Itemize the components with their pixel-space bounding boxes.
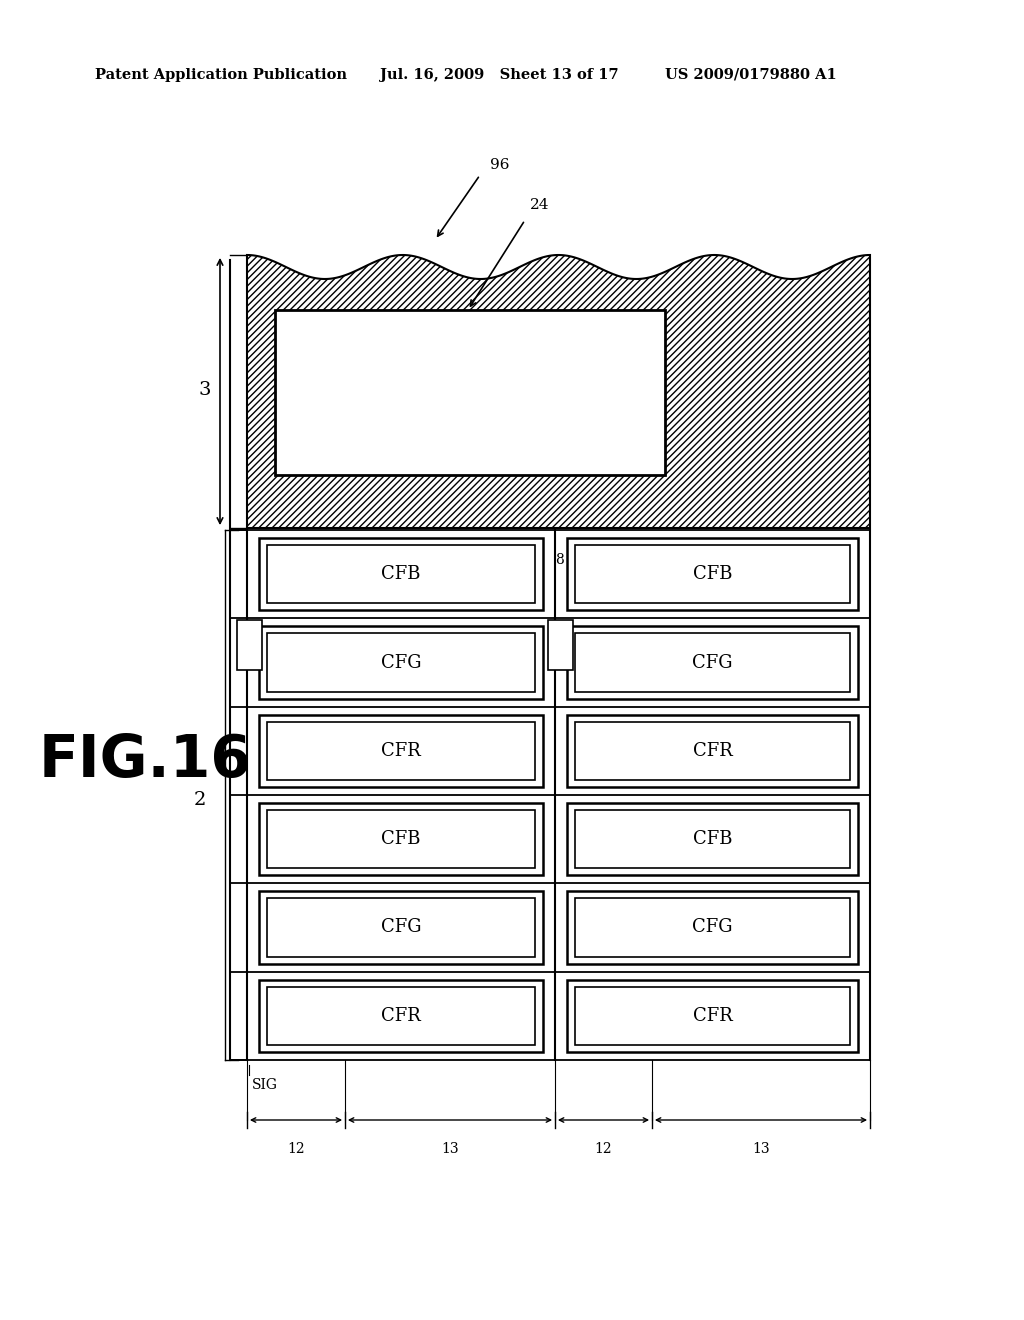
Bar bbox=[259, 714, 543, 787]
Text: Jul. 16, 2009   Sheet 13 of 17: Jul. 16, 2009 Sheet 13 of 17 bbox=[380, 69, 618, 82]
Text: 24: 24 bbox=[530, 198, 550, 213]
Bar bbox=[567, 626, 858, 698]
Text: CFG: CFG bbox=[692, 653, 733, 672]
Bar bbox=[548, 620, 573, 671]
Bar bbox=[237, 620, 262, 671]
Bar bbox=[575, 722, 850, 780]
Bar bbox=[267, 634, 535, 692]
Text: 3: 3 bbox=[199, 381, 211, 399]
Text: CFB: CFB bbox=[693, 830, 732, 849]
Text: 12: 12 bbox=[595, 1142, 612, 1156]
Bar bbox=[267, 986, 535, 1045]
Bar bbox=[267, 545, 535, 603]
Bar bbox=[567, 539, 858, 610]
Bar bbox=[575, 810, 850, 869]
Bar bbox=[567, 891, 858, 964]
Text: CFR: CFR bbox=[381, 742, 421, 760]
Text: 12: 12 bbox=[287, 1142, 305, 1156]
Bar bbox=[575, 545, 850, 603]
Bar bbox=[567, 714, 858, 787]
Text: CFG: CFG bbox=[381, 653, 421, 672]
Bar bbox=[575, 634, 850, 692]
Bar bbox=[575, 986, 850, 1045]
Bar bbox=[259, 979, 543, 1052]
Text: CFR: CFR bbox=[692, 1007, 732, 1024]
Bar bbox=[267, 722, 535, 780]
Text: 96: 96 bbox=[490, 158, 510, 172]
Bar bbox=[567, 803, 858, 875]
Bar bbox=[267, 899, 535, 957]
Bar bbox=[575, 899, 850, 957]
Bar bbox=[267, 810, 535, 869]
Text: CFB: CFB bbox=[693, 565, 732, 583]
Text: CFG: CFG bbox=[381, 919, 421, 936]
Bar bbox=[259, 891, 543, 964]
Text: 2: 2 bbox=[194, 791, 206, 809]
Text: CFB: CFB bbox=[381, 830, 421, 849]
Text: CFG: CFG bbox=[692, 919, 733, 936]
Text: FIG.16: FIG.16 bbox=[39, 731, 252, 788]
Text: CFR: CFR bbox=[692, 742, 732, 760]
Bar bbox=[275, 310, 665, 475]
Text: CFR: CFR bbox=[381, 1007, 421, 1024]
Text: 8: 8 bbox=[556, 553, 564, 568]
Text: SIG: SIG bbox=[252, 1078, 278, 1092]
Bar bbox=[567, 979, 858, 1052]
Text: CFB: CFB bbox=[381, 565, 421, 583]
Text: 13: 13 bbox=[753, 1142, 770, 1156]
Bar bbox=[259, 803, 543, 875]
Text: 13: 13 bbox=[441, 1142, 459, 1156]
Text: Patent Application Publication: Patent Application Publication bbox=[95, 69, 347, 82]
Text: 8A: 8A bbox=[263, 550, 282, 565]
Bar bbox=[259, 626, 543, 698]
Bar bbox=[259, 539, 543, 610]
Text: US 2009/0179880 A1: US 2009/0179880 A1 bbox=[665, 69, 837, 82]
Polygon shape bbox=[247, 255, 870, 528]
